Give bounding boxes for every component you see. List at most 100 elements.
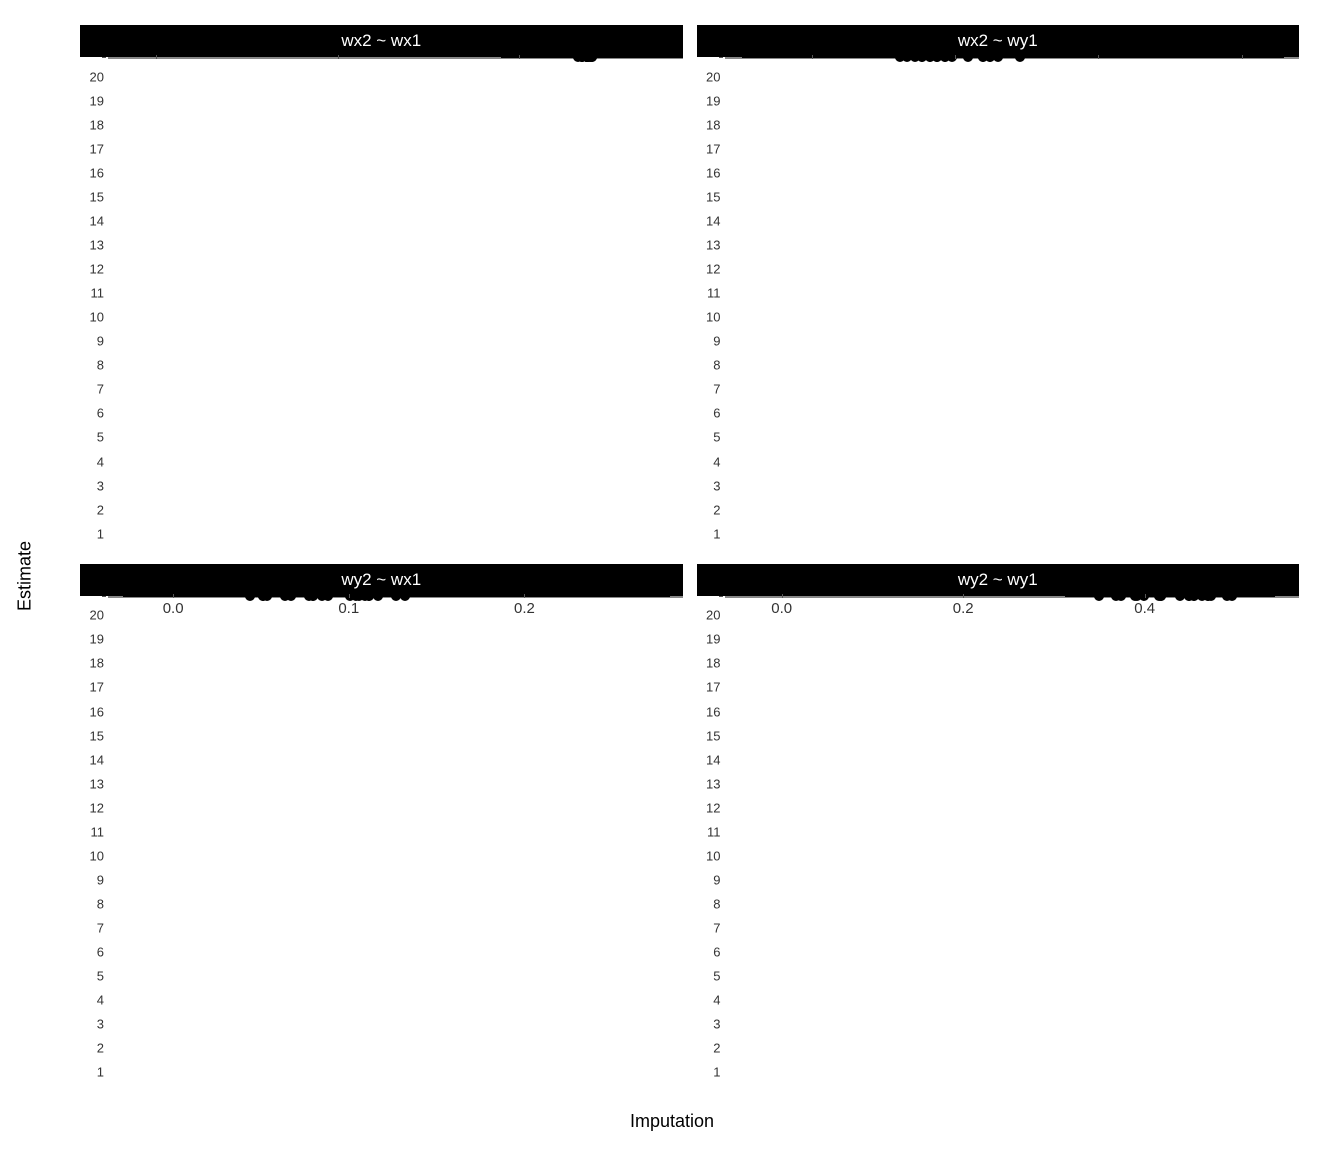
y-tick-label: 7 <box>713 920 720 935</box>
y-tick-label: 3 <box>97 478 104 493</box>
y-tick-label: 14 <box>706 214 720 229</box>
y-tick-label: 20 <box>706 69 720 84</box>
x-tick-label: 0.2 <box>953 600 974 617</box>
y-tick-label: 15 <box>706 190 720 205</box>
y-tick-label: 7 <box>97 382 104 397</box>
y-tick-label: 7 <box>713 382 720 397</box>
y-tick-label: 4 <box>713 454 720 469</box>
y-tick-label: 14 <box>90 214 104 229</box>
y-tick-label: 13 <box>90 238 104 253</box>
x-tick-label: 0.1 <box>338 600 359 617</box>
y-tick-label: 16 <box>90 166 104 181</box>
y-tick-label: 10 <box>90 310 104 325</box>
y-tick-label: 19 <box>90 632 104 647</box>
x-axis-label: Imputation <box>630 1111 714 1132</box>
y-tick-label: 9 <box>97 872 104 887</box>
y-tick-label: 16 <box>706 166 720 181</box>
y-tick-label: 2 <box>713 1041 720 1056</box>
panel-grid: wx2 ~ wx11234567891011121314151617181920… <box>80 25 1299 1092</box>
x-tick-label: 0.4 <box>1134 600 1155 617</box>
plot-area: 0.00.20.4 <box>725 596 1300 598</box>
plot-area <box>725 57 1300 59</box>
y-tick-label: 10 <box>90 848 104 863</box>
y-tick-label: 19 <box>706 632 720 647</box>
forest-row <box>110 57 683 58</box>
y-tick-label: 10 <box>706 848 720 863</box>
facet-panel: wx2 ~ wx11234567891011121314151617181920 <box>80 25 683 554</box>
y-tick-label: 8 <box>713 358 720 373</box>
y-tick-label: 16 <box>706 704 720 719</box>
y-tick-label: 15 <box>90 190 104 205</box>
y-tick-label: 17 <box>706 141 720 156</box>
y-tick-label: 4 <box>97 454 104 469</box>
y-tick-label: 1 <box>97 526 104 541</box>
y-tick-label: 10 <box>706 310 720 325</box>
y-tick-label: 20 <box>90 608 104 623</box>
facet-panel: wx2 ~ wy11234567891011121314151617181920 <box>697 25 1300 554</box>
y-tick-label: 5 <box>97 968 104 983</box>
y-tick-label: 9 <box>713 872 720 887</box>
y-tick-label: 5 <box>97 430 104 445</box>
y-tick-label: 13 <box>706 238 720 253</box>
y-tick-label: 7 <box>97 920 104 935</box>
y-tick-label: 11 <box>91 286 105 301</box>
confidence-interval <box>221 595 559 597</box>
y-tick-label: 20 <box>90 69 104 84</box>
y-tick-label: 8 <box>97 896 104 911</box>
y-tick-label: 19 <box>90 93 104 108</box>
y-tick-label: 13 <box>706 776 720 791</box>
plot-area: 0.00.10.2 <box>108 596 683 598</box>
y-tick-label: 6 <box>713 944 720 959</box>
y-tick-label: 13 <box>90 776 104 791</box>
y-tick-label: 4 <box>713 993 720 1008</box>
y-tick-label: 17 <box>706 680 720 695</box>
facet-panel: wy2 ~ wy11234567891011121314151617181920… <box>697 564 1300 1093</box>
forest-row <box>727 596 1300 597</box>
y-tick-label: 14 <box>90 752 104 767</box>
y-tick-label: 4 <box>97 993 104 1008</box>
y-tick-label: 11 <box>707 286 721 301</box>
y-tick-label: 3 <box>97 1017 104 1032</box>
confidence-interval <box>530 56 664 58</box>
x-tick-label: 0.0 <box>163 600 184 617</box>
y-tick-label: 12 <box>706 262 720 277</box>
y-tick-label: 18 <box>90 656 104 671</box>
y-tick-label: 17 <box>90 680 104 695</box>
y-tick-label: 18 <box>706 656 720 671</box>
y-tick-label: 11 <box>91 824 105 839</box>
y-tick-label: 9 <box>97 334 104 349</box>
facet-panel: wy2 ~ wx11234567891011121314151617181920… <box>80 564 683 1093</box>
forest-row <box>110 596 683 597</box>
y-tick-label: 9 <box>713 334 720 349</box>
y-tick-label: 14 <box>706 752 720 767</box>
y-tick-label: 18 <box>706 117 720 132</box>
y-tick-label: 6 <box>713 406 720 421</box>
y-tick-label: 15 <box>90 728 104 743</box>
y-tick-label: 3 <box>713 478 720 493</box>
y-tick-label: 5 <box>713 430 720 445</box>
y-tick-label: 18 <box>90 117 104 132</box>
y-tick-label: 8 <box>97 358 104 373</box>
y-tick-label: 1 <box>713 526 720 541</box>
x-tick-label: 0.0 <box>771 600 792 617</box>
y-tick-label: 6 <box>97 406 104 421</box>
y-tick-label: 1 <box>97 1065 104 1080</box>
x-tick-label: 0.2 <box>514 600 535 617</box>
y-axis-label: Estimate <box>15 541 36 611</box>
y-tick-label: 12 <box>90 262 104 277</box>
panel-title: wy2 ~ wx1 <box>80 564 683 596</box>
confidence-interval <box>817 56 1103 58</box>
y-tick-label: 20 <box>706 608 720 623</box>
y-tick-label: 8 <box>713 896 720 911</box>
y-tick-label: 2 <box>713 502 720 517</box>
y-tick-label: 12 <box>706 800 720 815</box>
y-tick-label: 2 <box>97 502 104 517</box>
y-tick-label: 16 <box>90 704 104 719</box>
y-tick-label: 1 <box>713 1065 720 1080</box>
y-tick-label: 5 <box>713 968 720 983</box>
y-tick-label: 3 <box>713 1017 720 1032</box>
y-tick-label: 15 <box>706 728 720 743</box>
y-tick-label: 2 <box>97 1041 104 1056</box>
forest-plot-grid: Estimate Imputation wx2 ~ wx112345678910… <box>20 20 1324 1132</box>
y-tick-label: 11 <box>707 824 721 839</box>
